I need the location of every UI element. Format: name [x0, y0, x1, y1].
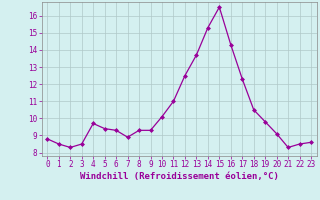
X-axis label: Windchill (Refroidissement éolien,°C): Windchill (Refroidissement éolien,°C) [80, 172, 279, 181]
